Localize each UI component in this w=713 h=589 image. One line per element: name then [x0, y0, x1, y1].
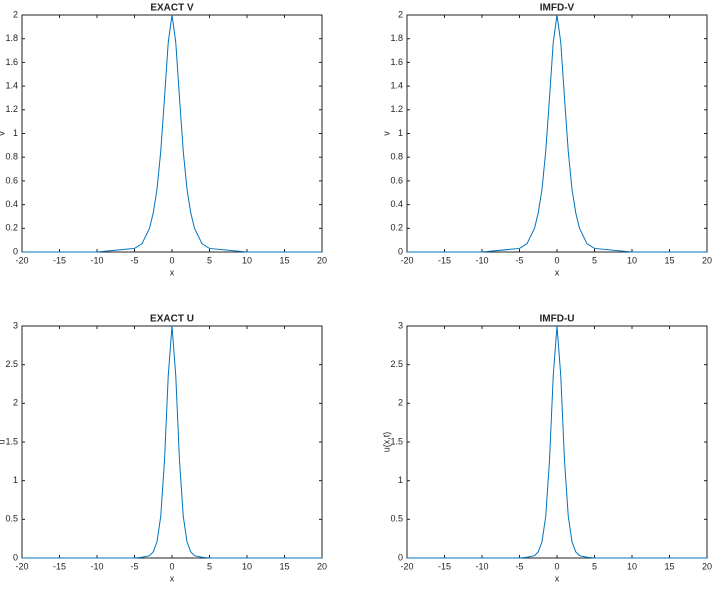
data-line: [407, 14, 707, 253]
x-tick-label: 10: [627, 255, 637, 265]
x-axis-label: x: [170, 267, 175, 277]
data-line: [22, 14, 322, 253]
data-line: [22, 325, 322, 559]
y-axis-label: v: [381, 131, 391, 136]
x-tick-label: 15: [664, 561, 674, 571]
y-axis-label: v: [0, 131, 6, 136]
y-axis-label: u(x,t): [381, 432, 391, 453]
y-tick-label: 0.8: [390, 152, 403, 162]
y-tick-label: 1.2: [5, 104, 18, 114]
x-tick-label: -15: [53, 255, 66, 265]
x-tick-label: -20: [15, 255, 28, 265]
y-axis-label: u: [0, 439, 6, 444]
plot-box: [406, 14, 708, 253]
x-tick-label: 15: [279, 255, 289, 265]
y-tick-label: 2: [13, 9, 18, 19]
chart-title: IMFD-U: [540, 314, 575, 325]
y-tick-label: 3: [13, 320, 18, 330]
x-tick-label: -10: [475, 255, 488, 265]
x-tick-label: -5: [130, 561, 138, 571]
y-tick-label: 0.2: [5, 223, 18, 233]
x-tick-label: -20: [400, 255, 413, 265]
y-tick-label: 1: [398, 128, 403, 138]
chart-title: EXACT V: [150, 3, 194, 14]
x-tick-label: 0: [554, 561, 559, 571]
x-tick-label: 15: [664, 255, 674, 265]
y-tick-label: 0.6: [5, 175, 18, 185]
x-tick-label: -15: [438, 561, 451, 571]
y-tick-label: 2.5: [5, 359, 18, 369]
y-tick-label: 2: [398, 398, 403, 408]
x-tick-label: 20: [702, 561, 712, 571]
x-tick-label: -5: [130, 255, 138, 265]
data-line: [407, 325, 707, 559]
x-tick-label: -10: [90, 561, 103, 571]
y-tick-label: 1: [13, 475, 18, 485]
x-tick-label: 10: [242, 255, 252, 265]
x-tick-label: 15: [279, 561, 289, 571]
x-tick-label: -10: [90, 255, 103, 265]
y-tick-label: 0: [13, 246, 18, 256]
x-axis-label: x: [555, 267, 560, 277]
y-tick-label: 0.4: [390, 199, 403, 209]
y-tick-label: 0: [398, 552, 403, 562]
x-tick-label: 5: [592, 255, 597, 265]
x-axis-label: x: [170, 573, 175, 583]
x-tick-label: 0: [169, 255, 174, 265]
x-tick-label: 0: [554, 255, 559, 265]
y-tick-label: 0.2: [390, 223, 403, 233]
x-tick-label: 10: [627, 561, 637, 571]
plot-box: [21, 325, 323, 559]
x-tick-label: 5: [207, 255, 212, 265]
chart-title: EXACT U: [150, 314, 194, 325]
x-tick-label: -10: [475, 561, 488, 571]
x-tick-label: -5: [515, 255, 523, 265]
y-tick-label: 1.2: [390, 104, 403, 114]
x-tick-label: 5: [207, 561, 212, 571]
x-tick-label: -20: [15, 561, 28, 571]
x-axis-label: x: [555, 573, 560, 583]
y-tick-label: 0.6: [390, 175, 403, 185]
x-tick-label: -20: [400, 561, 413, 571]
y-tick-label: 1.8: [390, 33, 403, 43]
x-tick-label: -15: [53, 561, 66, 571]
y-tick-label: 2: [398, 9, 403, 19]
y-tick-label: 0: [13, 552, 18, 562]
y-tick-label: 2: [13, 398, 18, 408]
y-tick-label: 1.5: [390, 436, 403, 446]
x-tick-label: 20: [702, 255, 712, 265]
y-tick-label: 1.8: [5, 33, 18, 43]
y-tick-label: 1: [13, 128, 18, 138]
x-tick-label: -15: [438, 255, 451, 265]
y-tick-label: 0.8: [5, 152, 18, 162]
y-tick-label: 0.4: [5, 199, 18, 209]
y-tick-label: 1.6: [5, 57, 18, 67]
plot-box: [21, 14, 323, 253]
x-tick-label: 20: [317, 561, 327, 571]
y-tick-label: 0.5: [390, 514, 403, 524]
y-tick-label: 1.6: [390, 57, 403, 67]
y-tick-label: 1.4: [390, 80, 403, 90]
x-tick-label: 0: [169, 561, 174, 571]
y-tick-label: 1.5: [5, 436, 18, 446]
y-tick-label: 3: [398, 320, 403, 330]
x-tick-label: 5: [592, 561, 597, 571]
y-tick-label: 1: [398, 475, 403, 485]
y-tick-label: 0: [398, 246, 403, 256]
y-tick-label: 2.5: [390, 359, 403, 369]
x-tick-label: 10: [242, 561, 252, 571]
x-tick-label: 20: [317, 255, 327, 265]
x-tick-label: -5: [515, 561, 523, 571]
y-tick-label: 1.4: [5, 80, 18, 90]
plot-box: [406, 325, 708, 559]
chart-title: IMFD-V: [540, 3, 575, 14]
y-tick-label: 0.5: [5, 514, 18, 524]
